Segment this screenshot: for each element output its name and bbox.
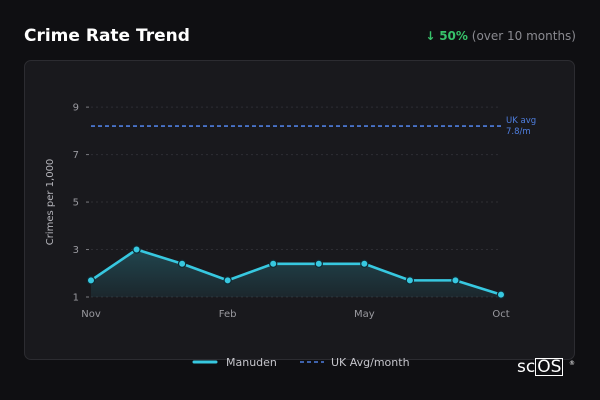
chart-panel: [24, 60, 575, 360]
data-point[interactable]: [451, 276, 460, 285]
legend: Manuden UK Avg/month: [192, 356, 410, 369]
scos-logo: sc OS ®: [517, 357, 575, 377]
y-axis-label: Crimes per 1,000: [45, 159, 56, 246]
data-point[interactable]: [223, 276, 232, 285]
x-tick-label: Feb: [219, 309, 237, 320]
data-point[interactable]: [314, 259, 323, 268]
change-period: (over 10 months): [471, 29, 576, 43]
data-point[interactable]: [177, 259, 187, 268]
y-tick-label: 9: [73, 103, 79, 114]
x-tick-label: May: [354, 309, 375, 320]
y-tick-label: 5: [73, 198, 79, 209]
down-arrow-icon: ↓: [425, 29, 436, 43]
x-tick-label: Nov: [81, 309, 101, 320]
logo-registered: ®: [569, 360, 575, 367]
series-line-manuden: [89, 248, 503, 296]
data-point[interactable]: [132, 245, 141, 254]
y-tick-label: 1: [73, 293, 79, 304]
change-percent: 50%: [439, 29, 468, 43]
reference-label-line1: UK avg: [506, 116, 536, 126]
legend-label-uk-avg: UK Avg/month: [331, 356, 410, 369]
reference-label-line2: 7.8/m: [506, 127, 531, 137]
change-summary: ↓ 50% (over 10 months): [425, 29, 576, 43]
data-point[interactable]: [360, 259, 369, 268]
data-point[interactable]: [496, 290, 506, 299]
x-tick-label: Oct: [492, 309, 509, 320]
data-point[interactable]: [269, 259, 278, 268]
y-tick-label: 7: [73, 150, 79, 161]
chart-title: Crime Rate Trend: [24, 26, 190, 46]
data-point[interactable]: [405, 276, 415, 285]
legend-label-manuden: Manuden: [226, 356, 277, 369]
logo-sc: sc: [517, 357, 536, 377]
data-point[interactable]: [86, 276, 96, 285]
series-area-manuden: [91, 249, 501, 297]
y-tick-label: 3: [73, 245, 79, 256]
logo-os: OS: [535, 357, 564, 377]
